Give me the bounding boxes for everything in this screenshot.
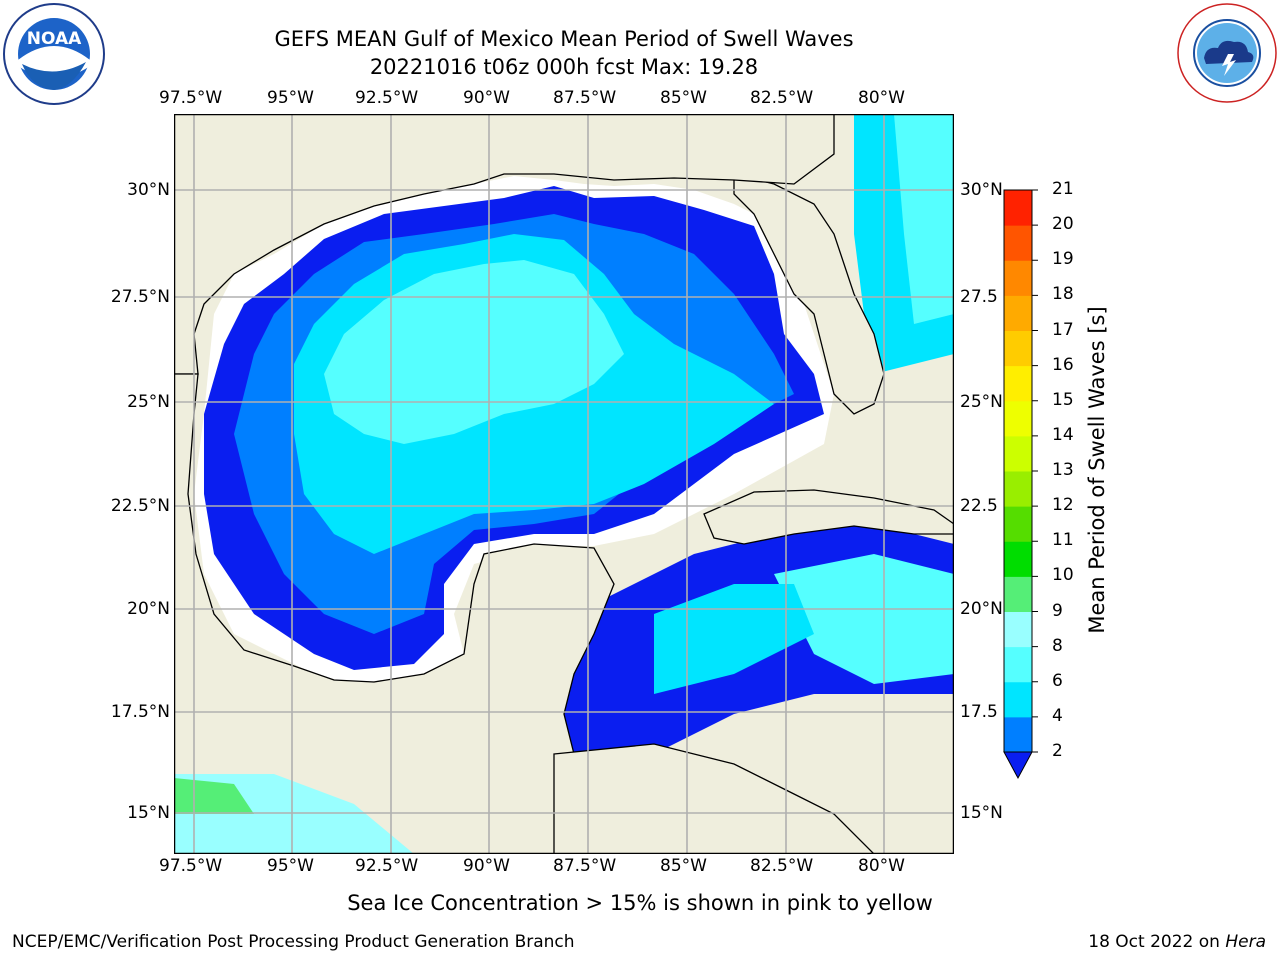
lon-label-top: 85°W — [660, 88, 707, 108]
lat-label-right: 27.5 — [960, 287, 998, 307]
colorbar-segment — [1004, 260, 1032, 296]
colorbar-tick-label: 4 — [1052, 705, 1063, 726]
colorbar-tick-label: 20 — [1052, 214, 1074, 235]
florida-land — [733, 173, 885, 415]
colorbar-segment — [1004, 646, 1032, 683]
colorbar-segment — [1004, 330, 1032, 367]
lon-label-top: 82.5°W — [750, 88, 814, 108]
lon-label-top: 80°W — [858, 88, 905, 108]
sea-ice-note: Sea Ice Concentration > 15% is shown in … — [347, 891, 933, 915]
lat-label-right: 15°N — [960, 803, 1003, 823]
caribbean-cyan — [654, 584, 814, 694]
graticule — [174, 114, 954, 854]
colorbar-tick-label: 10 — [1052, 565, 1074, 586]
colorbar-tick-label: 16 — [1052, 354, 1074, 375]
colorbar-segment — [1004, 506, 1032, 542]
footer-host: Hera — [1225, 932, 1266, 952]
lon-label-top: 97.5°W — [159, 88, 223, 108]
nws-logo — [1176, 2, 1278, 104]
lon-label-top: 92.5°W — [355, 88, 419, 108]
lon-label-top: 90°W — [463, 88, 510, 108]
lat-label-right: 30°N — [960, 180, 1003, 200]
lat-label-left: 22.5°N — [110, 496, 170, 516]
lon-label-bottom: 80°W — [858, 856, 905, 876]
colorbar-segment — [1004, 365, 1032, 402]
footer-branch: NCEP/EMC/Verification Post Processing Pr… — [12, 932, 575, 952]
lat-label-right: 17.5 — [960, 702, 998, 722]
lat-label-left: 27.5°N — [110, 287, 170, 307]
colorbar-tick-label: 9 — [1052, 600, 1063, 621]
colorbar-extend-arrow — [1003, 751, 1033, 780]
footer-date-text: 18 Oct 2022 on — [1088, 932, 1226, 952]
period-band-8to9 — [324, 260, 624, 444]
lat-label-left: 17.5°N — [110, 702, 170, 722]
lat-label-right: 22.5 — [960, 496, 998, 516]
map-frame — [173, 113, 955, 855]
lon-label-top: 87.5°W — [553, 88, 617, 108]
colorbar — [1000, 186, 1050, 782]
lon-label-bottom: 87.5°W — [553, 856, 617, 876]
lon-label-bottom: 90°W — [463, 856, 510, 876]
colorbar-tick-label: 15 — [1052, 389, 1074, 410]
lon-label-bottom: 92.5°W — [355, 856, 419, 876]
svg-text:NOAA: NOAA — [27, 29, 82, 49]
colorbar-tick-label: 2 — [1052, 741, 1063, 761]
lon-label-bottom: 97.5°W — [159, 856, 223, 876]
northern-coast — [173, 113, 835, 375]
colorbar-segment — [1004, 435, 1032, 472]
colorbar-tick-label: 19 — [1052, 249, 1074, 270]
colorbar-tick-label: 11 — [1052, 530, 1074, 551]
lon-label-bottom: 95°W — [267, 856, 314, 876]
footer-date: 18 Oct 2022 on Hera — [1088, 932, 1266, 952]
lat-label-right: 20°N — [960, 599, 1003, 619]
noaa-logo: NOAA — [2, 2, 106, 106]
colorbar-segment — [1004, 716, 1032, 753]
colorbar-label: Mean Period of Swell Waves [s] — [1085, 306, 1109, 634]
colorbar-segment — [1004, 541, 1032, 577]
colorbar-tick-label: 8 — [1052, 635, 1063, 656]
lat-label-right: 25°N — [960, 392, 1003, 412]
map-svg — [173, 113, 955, 855]
lon-label-bottom: 82.5°W — [750, 856, 814, 876]
chart-title: GEFS MEAN Gulf of Mexico Mean Period of … — [274, 27, 854, 51]
lon-label-top: 95°W — [267, 88, 314, 108]
map-panel — [173, 113, 955, 855]
colorbar-tick-label: 6 — [1052, 670, 1063, 691]
caribbean-band-inner — [774, 554, 954, 684]
colorbar-tick-label: 18 — [1052, 284, 1074, 305]
colorbar-segment — [1004, 611, 1032, 648]
colorbar-segment — [1004, 295, 1032, 331]
colorbar-tick-label: 13 — [1052, 460, 1074, 480]
colorbar-tick-label: 21 — [1052, 179, 1074, 199]
chart-subtitle: 20221016 t06z 000h fcst Max: 19.28 — [369, 55, 759, 79]
colorbar-tick-label: 17 — [1052, 319, 1074, 340]
colorbar-tick-label: 14 — [1052, 424, 1074, 445]
colorbar-segment — [1004, 225, 1032, 261]
lat-label-left: 30°N — [127, 180, 170, 200]
lat-label-left: 20°N — [127, 599, 170, 619]
atlantic-band-inner — [894, 114, 954, 324]
colorbar-svg — [1003, 189, 1038, 780]
colorbar-segment — [1004, 400, 1032, 437]
lat-label-left: 15°N — [127, 803, 170, 823]
lat-label-left: 25°N — [127, 392, 170, 412]
colorbar-segment — [1004, 190, 1032, 226]
colorbar-segment — [1004, 576, 1032, 612]
lon-label-bottom: 85°W — [660, 856, 707, 876]
colorbar-segment — [1004, 471, 1032, 507]
colorbar-tick-label: 12 — [1052, 495, 1074, 516]
colorbar-segment — [1004, 681, 1032, 718]
